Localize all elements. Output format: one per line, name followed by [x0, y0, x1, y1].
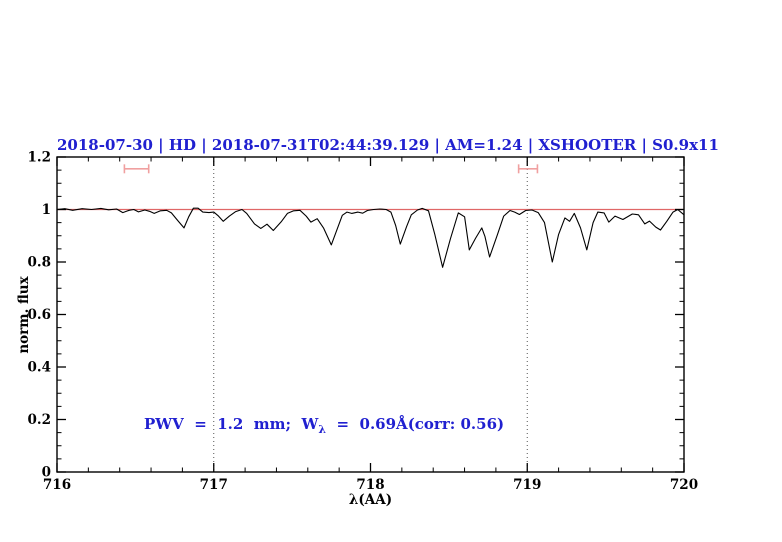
pwv-annotation: PWV = 1.2 mm; Wλ = 0.69Å(corr: 0.56): [144, 415, 505, 436]
y-tick-label: 1.2: [28, 150, 52, 166]
y-axis-label: norm. flux: [16, 276, 32, 354]
y-tick-label: 0.2: [28, 412, 52, 428]
pwv-annotation-prefix: PWV = 1.2 mm; W: [144, 415, 319, 433]
pwv-annotation-suffix: = 0.69Å(corr: 0.56): [326, 415, 505, 433]
y-tick-label: 1: [42, 202, 51, 218]
plot-title: 2018-07-30 | HD | 2018-07-31T02:44:39.12…: [57, 136, 719, 154]
y-tick-label: 0: [42, 465, 51, 481]
x-tick-label: 718: [356, 477, 384, 493]
pwv-annotation-subscript: λ: [318, 423, 327, 436]
y-tick-label: 0.6: [28, 307, 52, 323]
x-tick-label: 716: [43, 477, 71, 493]
x-tick-label: 719: [513, 477, 541, 493]
x-axis-label: λ(AA): [348, 492, 393, 508]
x-tick-label: 720: [670, 477, 698, 493]
y-tick-label: 0.4: [28, 360, 52, 376]
y-tick-label: 0.8: [28, 255, 52, 271]
spectrum-curve: [56, 207, 685, 268]
x-tick-label: 717: [200, 477, 228, 493]
